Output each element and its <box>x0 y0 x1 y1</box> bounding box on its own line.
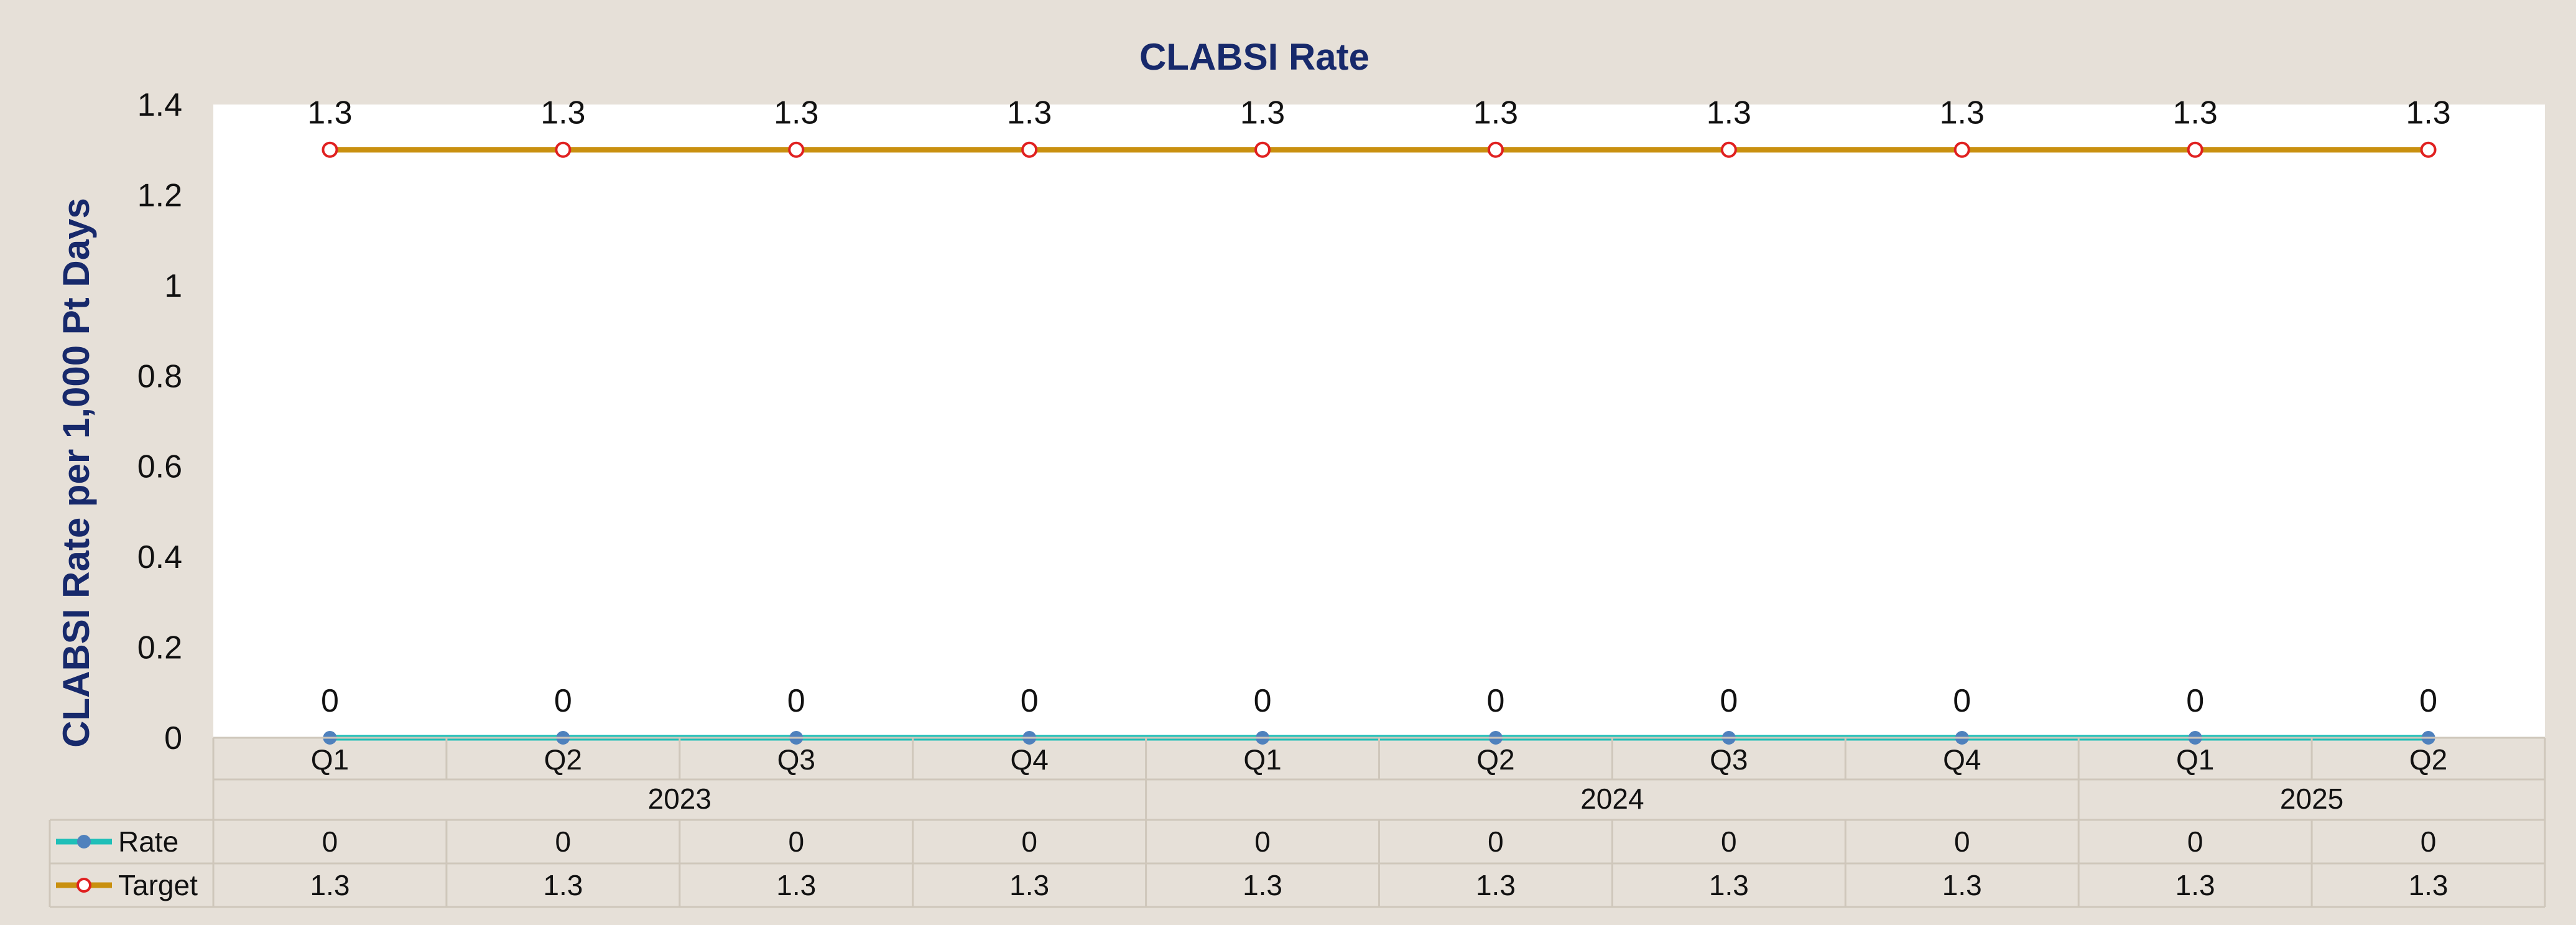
y-axis-title: CLABSI Rate per 1,000 Pt Days <box>55 198 97 748</box>
target-data-label: 1.3 <box>1473 95 1518 131</box>
target-data-label: 1.3 <box>1240 95 1285 131</box>
target-point <box>1953 141 1970 158</box>
target-table-value: 1.3 <box>2175 869 2215 901</box>
rate-table-value: 0 <box>1488 825 1504 858</box>
y-tick-label: 1.2 <box>137 177 182 213</box>
chart-title: CLABSI Rate <box>1139 36 1369 78</box>
y-tick-label: 0.8 <box>137 358 182 394</box>
category-label: Q2 <box>1476 743 1514 776</box>
target-legend-marker <box>76 878 91 893</box>
rate-table-value: 0 <box>555 825 572 858</box>
target-table-value: 1.3 <box>1709 869 1749 901</box>
target-data-label: 1.3 <box>1007 95 1052 131</box>
rate-table-value: 0 <box>1954 825 1970 858</box>
target-point <box>1021 141 1038 158</box>
target-point <box>1254 141 1271 158</box>
year-group-label: 2025 <box>2280 783 2343 815</box>
category-label: Q1 <box>2176 743 2214 776</box>
rate-table-value: 0 <box>788 825 804 858</box>
y-tick-label: 0.6 <box>137 449 182 485</box>
rate-data-label: 0 <box>1953 683 1971 719</box>
rate-legend-marker <box>77 835 91 848</box>
target-table-value: 1.3 <box>776 869 816 901</box>
category-label: Q3 <box>1710 743 1748 776</box>
y-axis-ticks: 0 0.2 0.4 0.6 0.8 1 1.2 1.4 <box>137 87 182 756</box>
y-tick-label: 0.2 <box>137 630 182 666</box>
target-table-value: 1.3 <box>1476 869 1516 901</box>
target-table-value: 1.3 <box>2409 869 2449 901</box>
target-data-label: 1.3 <box>1707 95 1751 131</box>
category-label: Q3 <box>777 743 815 776</box>
target-data-label: 1.3 <box>2406 95 2450 131</box>
rate-data-label: 0 <box>1254 683 1272 719</box>
category-label: Q2 <box>544 743 582 776</box>
category-label: Q2 <box>2409 743 2447 776</box>
rate-table-value: 0 <box>1254 825 1271 858</box>
data-labels: 0 0 0 0 0 0 0 0 0 0 1.3 1.3 1.3 1.3 1.3 1.3 1.3 1.3 1.3 1.3 <box>307 95 2450 719</box>
target-data-label: 1.3 <box>2173 95 2218 131</box>
y-tick-label: 1.4 <box>137 87 182 123</box>
category-label: Q4 <box>1010 743 1048 776</box>
target-point <box>322 141 338 158</box>
category-label: Q1 <box>1243 743 1281 776</box>
y-tick-label: 0.4 <box>137 539 182 575</box>
rate-data-label: 0 <box>1486 683 1504 719</box>
target-data-label: 1.3 <box>307 95 352 131</box>
rate-table-value: 0 <box>1721 825 1737 858</box>
rate-data-label: 0 <box>1021 683 1039 719</box>
target-data-label: 1.3 <box>774 95 818 131</box>
rate-data-label: 0 <box>787 683 805 719</box>
target-point <box>2187 141 2203 158</box>
target-table-value: 1.3 <box>1942 869 1982 901</box>
rate-legend-label: Rate <box>118 825 178 858</box>
target-table-value: 1.3 <box>543 869 583 901</box>
y-tick-label: 0 <box>164 720 182 756</box>
target-point <box>1720 141 1737 158</box>
data-table: Q1 Q2 Q3 Q4 Q1 Q2 Q3 Q4 Q1 Q2 2023 2024 2025 Rate 0 0 0 0… <box>49 737 2546 908</box>
rate-table-value: 0 <box>322 825 338 858</box>
rate-data-label: 0 <box>1720 683 1738 719</box>
target-table-value: 1.3 <box>1243 869 1282 901</box>
target-legend-label: Target <box>118 869 198 901</box>
target-point <box>1487 141 1504 158</box>
plot-area <box>213 105 2545 738</box>
y-tick-label: 1 <box>164 268 182 304</box>
target-point <box>2420 141 2437 158</box>
target-table-value: 1.3 <box>310 869 350 901</box>
rate-data-label: 0 <box>554 683 572 719</box>
target-point <box>788 141 805 158</box>
target-table-value: 1.3 <box>1009 869 1049 901</box>
target-data-label: 1.3 <box>540 95 585 131</box>
rate-data-label: 0 <box>2419 683 2437 719</box>
category-label: Q1 <box>311 743 349 776</box>
rate-table-value: 0 <box>2421 825 2437 858</box>
target-data-label: 1.3 <box>1940 95 1985 131</box>
rate-table-value: 0 <box>1021 825 1037 858</box>
rate-data-label: 0 <box>2186 683 2204 719</box>
category-label: Q4 <box>1943 743 1981 776</box>
rate-table-value: 0 <box>2187 825 2203 858</box>
rate-data-label: 0 <box>321 683 339 719</box>
year-group-label: 2024 <box>1580 783 1644 815</box>
target-point <box>555 141 572 158</box>
year-group-label: 2023 <box>648 783 711 815</box>
